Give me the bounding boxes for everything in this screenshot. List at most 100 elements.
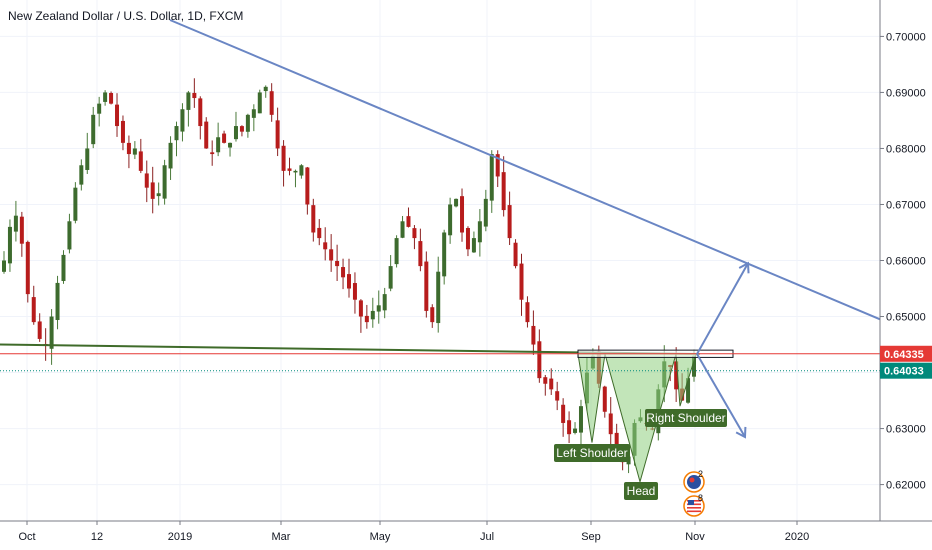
candle-body [49,316,54,349]
bullish-projection-arrow [696,262,749,355]
time-axis[interactable]: Oct 12 2019 Mar May Jul Sep Nov 2020 [18,521,809,543]
candle-body [358,300,363,317]
candle-body [424,261,429,311]
candle-body [251,109,256,118]
bearish-projection-arrow [696,353,746,438]
candle-body [67,221,72,250]
candle-body [7,226,12,264]
candle-body [686,378,691,403]
economic-events[interactable]: 28 [683,469,705,517]
drawing-layer [0,19,881,484]
candle-body [144,173,149,188]
candle-body [543,377,548,384]
flag-us-icon[interactable]: 8 [683,493,705,517]
candle-body [329,249,334,261]
candle-body [501,172,506,211]
candle-body [192,92,197,99]
candle-body [275,120,280,149]
candle-body [198,98,203,127]
candle-body [73,187,78,221]
candle-body [180,109,185,132]
candle-body [448,204,453,236]
chart-title: New Zealand Dollar / U.S. Dollar, 1D, FX… [8,9,243,23]
candle-body [495,154,500,177]
candle-body [347,274,351,289]
candle-body [436,271,441,324]
candle-body [245,114,250,132]
right-shoulder-label [645,409,727,427]
current-price-tag-label: 0.64033 [884,366,924,378]
flag-us-stripe [687,507,701,509]
candle-body [222,133,227,143]
x-tick-label: 2019 [168,531,192,543]
candle-body [531,325,536,345]
candle-body [430,307,435,323]
y-tick-label: 0.68000 [886,143,926,155]
candle-body [471,238,476,253]
candle-body [25,241,30,295]
candle-body [578,406,583,433]
candle-body [370,310,375,320]
candle-body [412,228,417,239]
candle-body [341,267,346,278]
candle-body [126,142,131,155]
candle-body [400,221,405,238]
left-shoulder-label-text: Left Shoulder [556,446,627,460]
flag-us-stripe [687,510,701,513]
candle-body [489,154,494,201]
price-tags: 0.64335 0.64033 [880,345,932,379]
candle-body [602,386,607,412]
candle-body [233,126,238,140]
x-tick-label: Sep [581,531,601,543]
head-label-text: Head [627,484,656,498]
head-label [624,482,658,500]
candle-body [109,92,114,104]
candle-body [483,198,488,227]
candlestick-series [2,78,696,474]
candle-body [263,86,268,92]
x-tick-label: Oct [18,531,35,543]
current-price-tag [880,362,932,379]
candle-body [513,242,518,267]
candle-body [406,216,411,227]
candle-body [216,137,221,153]
candle-body [37,321,42,339]
flag-new-zealand-icon[interactable]: 2 [683,469,705,493]
candle-body [13,215,18,232]
candle-body [507,205,512,239]
candle-body [120,120,125,143]
candle-body [608,413,613,435]
candle-body [162,165,167,199]
candle-body [561,404,566,423]
event-count: 8 [698,493,703,503]
candle-body [442,232,447,277]
flag-nz-cross [689,477,695,483]
resistance-price-tag [880,345,932,362]
x-tick-label: 2020 [785,531,809,543]
candle-body [454,198,459,207]
candle-body [477,221,482,243]
y-tick-label: 0.66000 [886,256,926,268]
candle-body [239,126,244,132]
candle-body [156,193,161,197]
candle-body [299,165,304,176]
candle-body [269,91,274,115]
y-tick-label: 0.67000 [886,199,926,211]
candle-body [352,283,357,300]
candle-body [311,205,316,233]
candle-body [138,151,143,171]
candle-body [287,168,292,171]
candle-body [460,196,465,233]
candle-body [257,92,262,114]
bearish-projection-arrow-head [735,426,747,439]
candle-body [692,355,696,377]
left-shoulder-label [554,444,630,462]
candle-body [61,254,66,281]
candle-body [537,341,542,379]
candle-body [335,260,340,267]
candle-body [382,294,387,311]
price-axis[interactable]: 0.70000 0.69000 0.68000 0.67000 0.66000 0.650… [880,31,926,492]
candle-body [55,282,60,321]
grid-lines [0,0,880,521]
